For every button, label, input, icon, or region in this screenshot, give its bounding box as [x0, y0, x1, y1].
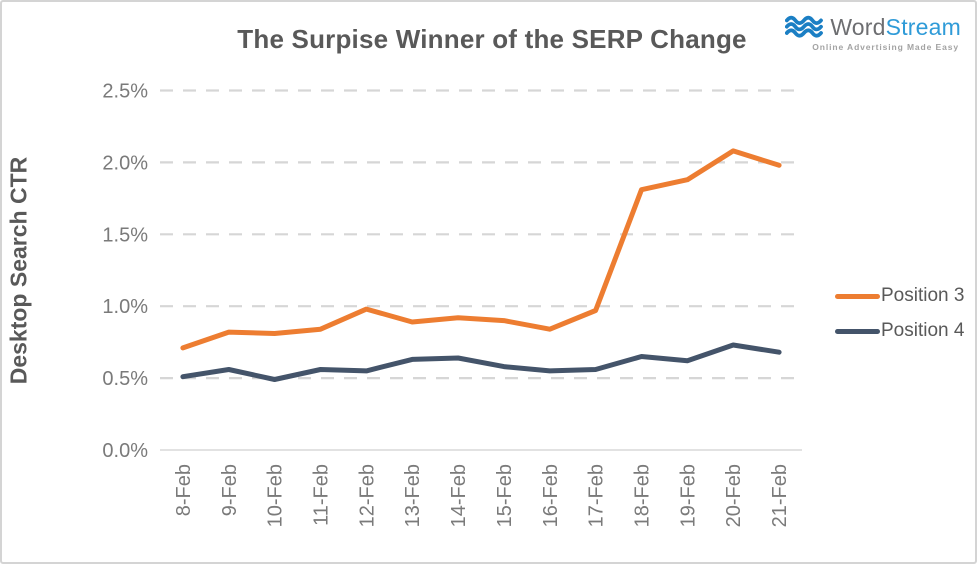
y-tick-label: 1.5% — [102, 224, 148, 246]
series-line-position-3 — [180, 148, 782, 351]
wave-icon — [785, 15, 824, 39]
series-line-position-4 — [180, 342, 782, 382]
logo-tagline: Online Advertising Made Easy — [812, 42, 959, 52]
x-tick-label: 13-Feb — [402, 464, 424, 527]
legend-swatch — [835, 328, 880, 334]
y-tick-label: 1.0% — [102, 296, 148, 318]
y-tick-label: 2.5% — [102, 81, 148, 103]
logo-wordmark: WordStream — [830, 13, 961, 40]
x-tick-label: 9-Feb — [219, 464, 241, 516]
x-tick-label: 17-Feb — [586, 464, 608, 527]
x-tick-label: 12-Feb — [356, 464, 378, 527]
legend-label: Position 3 — [881, 285, 965, 306]
y-axis-title: Desktop Search CTR — [5, 156, 32, 385]
legend-item: Position 3 — [835, 285, 965, 306]
legend-item: Position 4 — [835, 320, 965, 341]
x-tick-label: 19-Feb — [677, 464, 699, 527]
logo-stream: Stream — [885, 13, 961, 40]
x-tick-label: 11-Feb — [311, 464, 333, 526]
x-tick-label: 16-Feb — [540, 464, 562, 527]
legend-label: Position 4 — [881, 320, 965, 341]
x-tick-label: 21-Feb — [769, 464, 791, 527]
x-tick-label: 15-Feb — [494, 464, 516, 527]
logo-word: Word — [830, 13, 886, 40]
y-tick-label: 2.0% — [102, 152, 148, 174]
x-tick-label: 8-Feb — [173, 464, 195, 516]
x-tick-label: 14-Feb — [448, 464, 470, 527]
x-tick-label: 18-Feb — [632, 464, 654, 527]
x-tick-label: 10-Feb — [265, 464, 287, 527]
chart-title: The Surpise Winner of the SERP Change — [237, 24, 747, 54]
legend: Position 3 Position 4 — [835, 285, 965, 358]
y-tick-label: 0.0% — [102, 440, 148, 462]
x-tick-label: 20-Feb — [723, 464, 745, 527]
y-tick-label: 0.5% — [102, 368, 148, 390]
wordstream-logo: WordStream Online Advertising Made Easy — [766, 15, 961, 52]
legend-swatch — [835, 293, 880, 299]
